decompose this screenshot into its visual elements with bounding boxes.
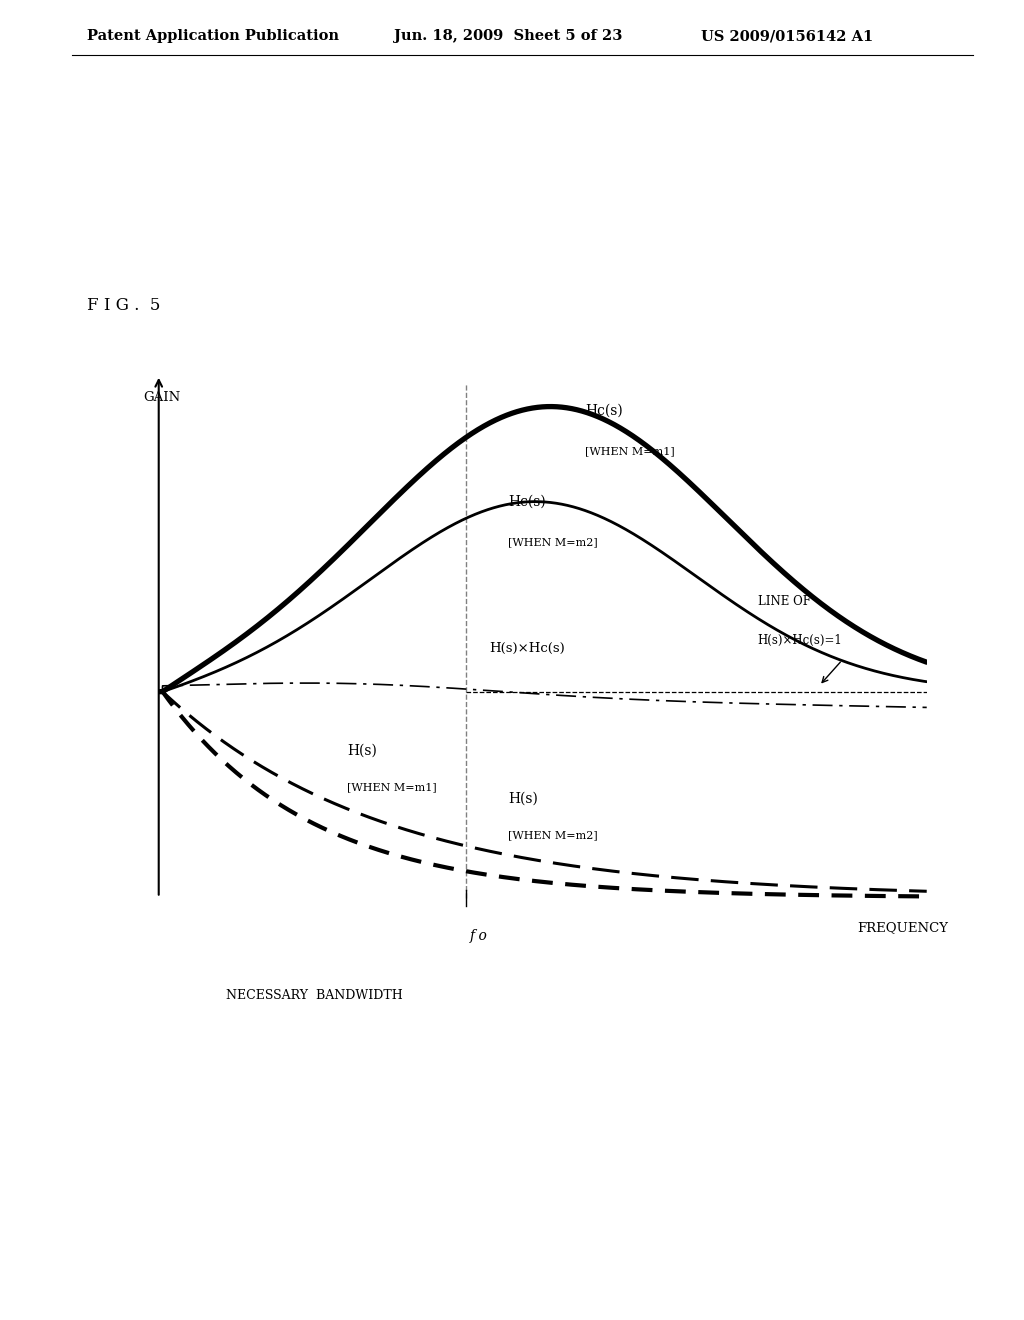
Text: Hc(s): Hc(s) (508, 495, 546, 508)
Text: H(s): H(s) (347, 744, 377, 758)
Text: NECESSARY  BANDWIDTH: NECESSARY BANDWIDTH (226, 989, 402, 1002)
Text: F I G .  5: F I G . 5 (87, 297, 161, 314)
Text: H(s): H(s) (508, 792, 538, 805)
Text: f o: f o (470, 929, 487, 944)
Text: Patent Application Publication: Patent Application Publication (87, 29, 339, 44)
Text: US 2009/0156142 A1: US 2009/0156142 A1 (701, 29, 873, 44)
Text: FREQUENCY: FREQUENCY (857, 921, 948, 935)
Text: GAIN: GAIN (143, 391, 180, 404)
Text: H(s)×Hc(s): H(s)×Hc(s) (489, 642, 564, 655)
Text: H(s)×Hc(s)=1: H(s)×Hc(s)=1 (758, 634, 843, 647)
Text: [WHEN M=m1]: [WHEN M=m1] (347, 783, 436, 793)
Text: Jun. 18, 2009  Sheet 5 of 23: Jun. 18, 2009 Sheet 5 of 23 (394, 29, 623, 44)
Text: [WHEN M=m2]: [WHEN M=m2] (508, 830, 598, 841)
Text: Hc(s): Hc(s) (585, 404, 623, 417)
Text: [WHEN M=m1]: [WHEN M=m1] (585, 446, 675, 457)
Text: [WHEN M=m2]: [WHEN M=m2] (508, 537, 598, 548)
Text: LINE OF: LINE OF (758, 594, 811, 607)
